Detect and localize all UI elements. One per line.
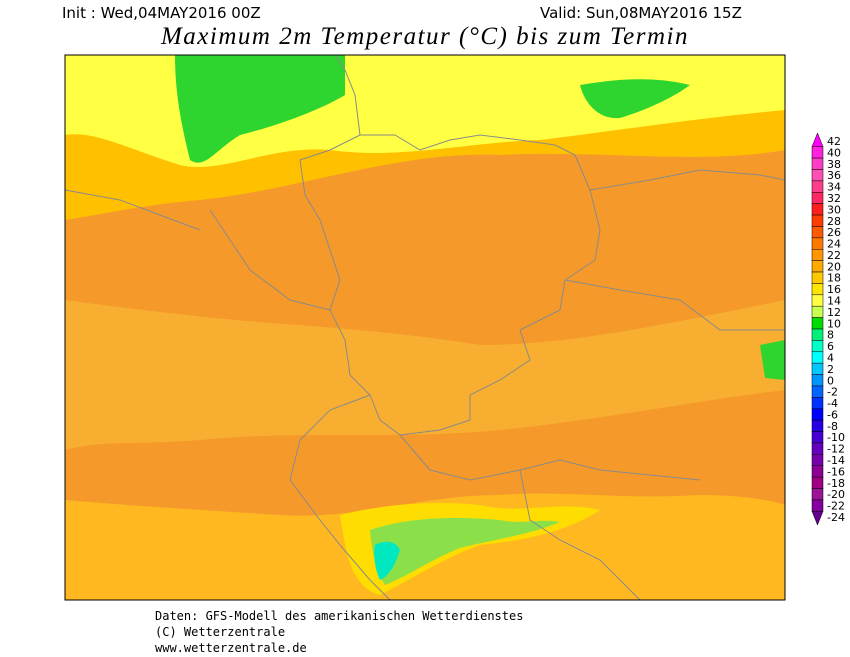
map-frame xyxy=(64,54,786,601)
colorbar-swatch xyxy=(811,328,824,341)
colorbar-label: -20 xyxy=(827,488,845,501)
borders xyxy=(64,54,786,601)
colorbar-label: -4 xyxy=(827,397,838,410)
colorbar-label: 42 xyxy=(827,135,841,148)
colorbar-swatch xyxy=(811,476,824,489)
colorbar-label: 0 xyxy=(827,374,834,387)
colorbar-label: 36 xyxy=(827,169,841,182)
colorbar-swatch xyxy=(811,397,824,410)
alps-coldest xyxy=(374,541,400,580)
colorbar-label: -18 xyxy=(827,477,845,490)
colorbar-swatch xyxy=(811,169,824,182)
colorbar-swatch xyxy=(811,465,824,478)
colorbar-label: 2 xyxy=(827,363,834,376)
colorbar-label: 40 xyxy=(827,146,841,159)
colorbar-label: 38 xyxy=(827,158,841,171)
valid-label: Valid: Sun,08MAY2016 15Z xyxy=(540,4,742,22)
cool-region xyxy=(175,55,345,163)
colorbar-swatch xyxy=(811,214,824,227)
colorbar-label: 24 xyxy=(827,238,841,251)
colorbar-cap xyxy=(811,132,824,147)
colorbar-swatch xyxy=(811,385,824,398)
colorbar-swatch xyxy=(811,283,824,296)
colorbar-label: -22 xyxy=(827,500,845,513)
colorbar-label: -8 xyxy=(827,420,838,433)
colorbar-swatch xyxy=(811,374,824,387)
colorbar-label: -10 xyxy=(827,431,845,444)
colorbar-swatch xyxy=(811,180,824,193)
mild-band xyxy=(65,300,785,450)
colorbar-swatch xyxy=(811,488,824,501)
colorbar-swatch xyxy=(811,340,824,353)
footer-copyright: (C) Wetterzentrale xyxy=(155,625,285,639)
colorbar-label: 20 xyxy=(827,260,841,273)
colorbar-label: 28 xyxy=(827,215,841,228)
title: Maximum 2m Temperatur (°C) bis zum Termi… xyxy=(160,23,689,50)
colorbar-swatch xyxy=(811,431,824,444)
colorbar-swatch xyxy=(811,260,824,273)
colorbar-label: 8 xyxy=(827,329,834,342)
colorbar-swatch xyxy=(811,237,824,250)
colorbar-swatch xyxy=(811,317,824,330)
alps-cool xyxy=(370,518,560,585)
colorbar-label: 32 xyxy=(827,192,841,205)
colorbar-swatch xyxy=(811,419,824,432)
colorbar-swatch xyxy=(811,271,824,284)
colorbar-label: 16 xyxy=(827,283,841,296)
colorbar-label: 18 xyxy=(827,272,841,285)
colorbar-label: -24 xyxy=(827,511,845,524)
colorbar-label: 14 xyxy=(827,295,841,308)
colorbar-label: 12 xyxy=(827,306,841,319)
colorbar-swatch xyxy=(811,146,824,159)
colorbar-swatch xyxy=(811,192,824,204)
colorbar: 424038363432302826242220181614121086420-… xyxy=(811,132,845,526)
colorbar-swatch xyxy=(811,248,824,261)
colorbar-label: 6 xyxy=(827,340,834,353)
colorbar-label: -14 xyxy=(827,454,845,467)
colorbar-swatch xyxy=(811,226,824,239)
colorbar-label: 4 xyxy=(827,351,834,364)
colorbar-swatch xyxy=(811,351,824,364)
colorbar-label: -16 xyxy=(827,465,845,478)
colorbar-label: -12 xyxy=(827,443,845,456)
colorbar-cap xyxy=(811,511,824,526)
colorbar-swatch xyxy=(811,408,824,421)
colorbar-swatch xyxy=(811,305,824,318)
colorbar-swatch xyxy=(811,203,824,216)
colorbar-swatch xyxy=(811,362,824,375)
colorbar-swatch xyxy=(811,294,824,307)
cool-region xyxy=(760,340,785,380)
colorbar-swatch xyxy=(811,157,824,170)
colorbar-swatch xyxy=(811,454,824,466)
footer-source: Daten: GFS-Modell des amerikanischen Wet… xyxy=(155,609,523,623)
colorbar-swatch xyxy=(811,442,824,455)
colorbar-label: 34 xyxy=(827,181,841,194)
colorbar-swatch xyxy=(811,499,824,512)
cool-region xyxy=(580,79,690,119)
colorbar-label: 26 xyxy=(827,226,841,239)
map xyxy=(64,54,786,601)
colorbar-label: 22 xyxy=(827,249,841,262)
colorbar-label: -6 xyxy=(827,408,838,421)
colorbar-label: -2 xyxy=(827,386,838,399)
colorbar-label: 10 xyxy=(827,317,841,330)
init-label: Init : Wed,04MAY2016 00Z xyxy=(62,4,261,22)
footer-url: www.wetterzentrale.de xyxy=(155,641,307,655)
colorbar-label: 30 xyxy=(827,203,841,216)
